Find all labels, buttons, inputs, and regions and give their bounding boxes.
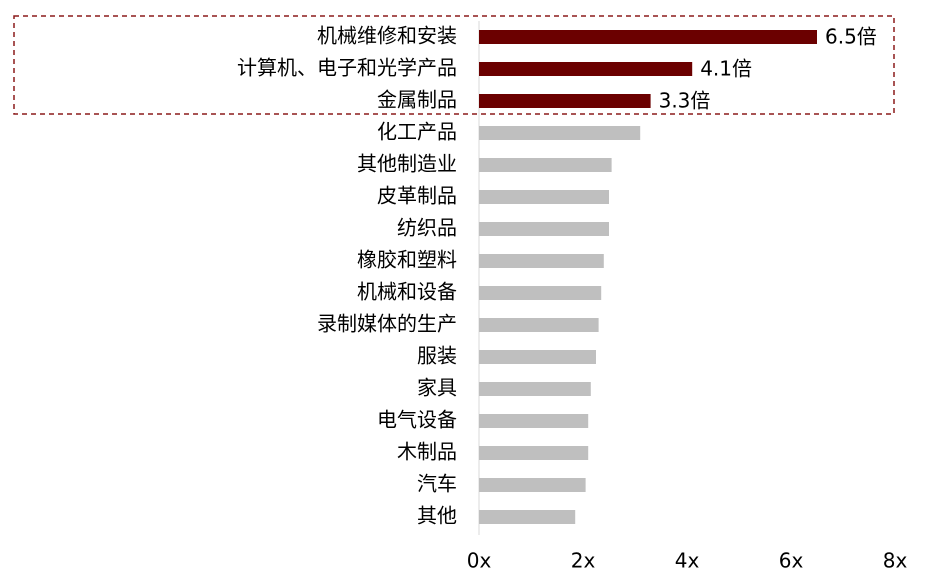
bar (479, 446, 589, 460)
y-tick-label: 电气设备 (377, 408, 457, 432)
y-tick-label: 纺织品 (397, 216, 457, 240)
x-tick-label: 0x (467, 549, 492, 573)
y-tick-label: 汽车 (417, 472, 457, 496)
bar (479, 190, 609, 204)
y-tick-label: 皮革制品 (377, 184, 457, 208)
x-tick-label: 4x (675, 549, 700, 573)
bar (479, 414, 589, 428)
y-tick-label: 机械维修和安装 (317, 24, 457, 48)
y-tick-label: 家具 (417, 376, 457, 400)
bar (479, 350, 596, 364)
bar (479, 30, 817, 44)
bar (479, 62, 693, 76)
highlight-box (13, 15, 895, 115)
bar (479, 126, 641, 140)
y-tick-label: 木制品 (397, 440, 457, 464)
bar (479, 318, 599, 332)
bar (479, 158, 612, 172)
y-tick-label: 机械和设备 (357, 280, 457, 304)
bar (479, 286, 602, 300)
y-tick-label: 计算机、电子和光学产品 (237, 56, 457, 80)
y-tick-label: 其他 (417, 504, 457, 528)
y-tick-label: 化工产品 (377, 120, 457, 144)
y-tick-label: 其他制造业 (357, 152, 457, 176)
bar (479, 222, 609, 236)
y-tick-label: 金属制品 (377, 88, 457, 112)
value-label: 4.1倍 (700, 57, 752, 81)
bar (479, 478, 586, 492)
value-label: 3.3倍 (659, 89, 711, 113)
bar (479, 382, 591, 396)
bar (479, 94, 651, 108)
value-label: 6.5倍 (825, 25, 877, 49)
x-tick-label: 8x (883, 549, 908, 573)
bar (479, 254, 604, 268)
x-tick-label: 2x (571, 549, 596, 573)
y-tick-label: 录制媒体的生产 (317, 312, 457, 336)
x-tick-label: 6x (779, 549, 804, 573)
y-tick-label: 服装 (417, 344, 457, 368)
y-tick-label: 橡胶和塑料 (357, 248, 457, 272)
bar (479, 510, 576, 524)
